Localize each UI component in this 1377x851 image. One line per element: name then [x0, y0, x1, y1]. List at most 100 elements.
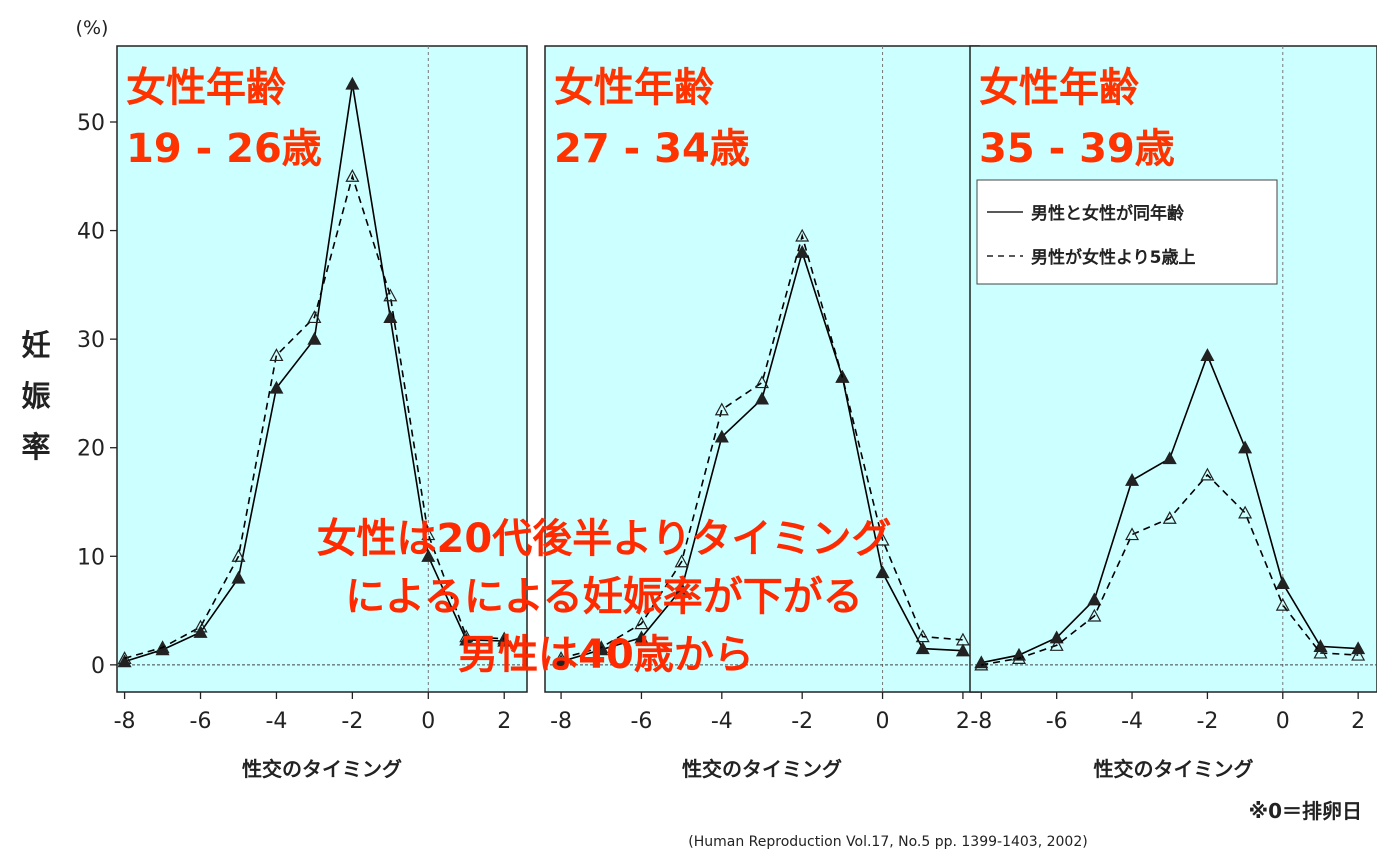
y-axis-title-char: 妊: [21, 328, 50, 362]
panel-title-line: 女性年齢: [554, 65, 714, 111]
data-point-marker: [307, 310, 322, 324]
data-point-marker: [915, 629, 930, 643]
y-axis-title-char: 率: [21, 430, 50, 464]
panel-title-line: 女性年齢: [979, 65, 1139, 111]
data-point-marker: [1238, 440, 1253, 454]
data-point-marker: [1049, 638, 1064, 651]
x-axis-label: 性交のタイミング: [242, 757, 402, 781]
x-tick-label: 2: [497, 709, 511, 734]
x-tick-label: -2: [341, 709, 363, 734]
overlay-message: 女性は20代後半よりタイミング によるによる妊娠率が下がる 男性は40歳から: [317, 516, 892, 678]
data-point-marker: [1049, 630, 1064, 644]
y-tick-label: 20: [77, 437, 105, 462]
overlay-message-line: 女性は20代後半よりタイミング: [317, 516, 892, 562]
data-point-marker: [714, 402, 729, 416]
data-point-marker: [1125, 527, 1140, 541]
data-point-marker: [554, 651, 569, 664]
data-point-marker: [875, 532, 890, 546]
plot-area: [544, 45, 980, 693]
legend-entry-label: 男性と女性が同年齢: [1031, 203, 1185, 224]
legend-entry-label: 男性が女性より5歳上: [1031, 247, 1196, 268]
y-tick-label: 0: [91, 654, 105, 679]
panel-title-line: 19 - 26歳: [126, 126, 322, 172]
data-point-marker: [345, 76, 360, 90]
data-point-marker: [269, 380, 284, 394]
data-point-marker: [974, 657, 989, 671]
data-point-marker: [1351, 647, 1366, 661]
data-point-marker: [1087, 592, 1102, 606]
data-point-marker: [231, 549, 246, 562]
data-point-marker: [459, 629, 474, 643]
data-point-marker: [1275, 576, 1290, 590]
data-point-marker: [634, 616, 649, 630]
overlay-message-line: 男性は40歳から: [458, 632, 754, 678]
panel-title-line: 35 - 39歳: [979, 126, 1175, 172]
data-point-marker: [1087, 608, 1102, 622]
legend-box: [976, 179, 1278, 285]
data-point-marker: [875, 565, 890, 579]
data-point-marker: [1200, 467, 1215, 481]
series-line-dashed: [124, 173, 505, 660]
data-point-marker: [674, 581, 689, 595]
data-point-marker: [955, 643, 970, 657]
data-point-marker: [421, 527, 436, 541]
x-tick-label: -6: [190, 709, 212, 734]
data-point-marker: [155, 640, 170, 654]
data-point-marker: [795, 245, 810, 258]
x-tick-label: -4: [1121, 709, 1143, 734]
data-point-marker: [1200, 348, 1215, 362]
data-point-marker: [1162, 511, 1177, 524]
x-tick-label: -6: [1046, 709, 1068, 734]
data-point-marker: [117, 651, 132, 664]
data-point-marker: [674, 554, 689, 568]
x-tick-label: 0: [1276, 709, 1290, 734]
data-point-marker: [795, 228, 810, 242]
data-point-marker: [1313, 645, 1328, 659]
panel-title-line: 27 - 34歳: [554, 126, 750, 172]
data-point-marker: [835, 369, 850, 383]
data-point-marker: [307, 331, 322, 345]
x-tick-label: 2: [956, 709, 970, 734]
x-tick-label: -8: [550, 709, 572, 734]
footnote: ※0＝排卵日: [1249, 799, 1362, 823]
x-tick-label: 0: [421, 709, 435, 734]
data-point-marker: [634, 630, 649, 644]
y-tick-label: 10: [77, 545, 105, 570]
data-point-marker: [955, 632, 970, 646]
data-point-marker: [714, 429, 729, 443]
y-unit-label: (%): [76, 17, 109, 39]
x-tick-label: -2: [791, 709, 813, 734]
x-tick-label: -4: [711, 709, 733, 734]
data-point-marker: [594, 640, 609, 654]
data-point-marker: [193, 619, 208, 633]
y-axis-title: 妊 娠 率: [21, 328, 50, 464]
data-point-marker: [1275, 597, 1290, 611]
x-axis-label: 性交のタイミング: [682, 757, 842, 781]
citation: (Human Reproduction Vol.17, No.5 pp. 139…: [688, 834, 1087, 850]
x-tick-label: 2: [1351, 709, 1365, 734]
y-axis-title-char: 娠: [21, 379, 50, 413]
panel-title-line: 女性年齢: [126, 65, 286, 111]
x-tick-label: -8: [114, 709, 136, 734]
data-point-marker: [269, 348, 284, 362]
series-line-dashed: [981, 473, 1359, 666]
data-point-marker: [915, 641, 930, 655]
plot-area: [116, 45, 528, 693]
y-tick-label: 40: [77, 220, 105, 245]
data-point-marker: [1011, 651, 1027, 664]
x-tick-label: -2: [1196, 709, 1218, 734]
y-tick-label: 50: [77, 111, 105, 136]
x-tick-label: -4: [265, 709, 287, 734]
data-point-marker: [1125, 473, 1140, 486]
data-point-marker: [1238, 505, 1253, 519]
data-point-marker: [231, 570, 246, 584]
data-point-marker: [421, 549, 436, 562]
x-tick-label: -8: [970, 709, 992, 734]
x-axis-label: 性交のタイミング: [1094, 757, 1254, 781]
data-point-marker: [754, 375, 770, 389]
